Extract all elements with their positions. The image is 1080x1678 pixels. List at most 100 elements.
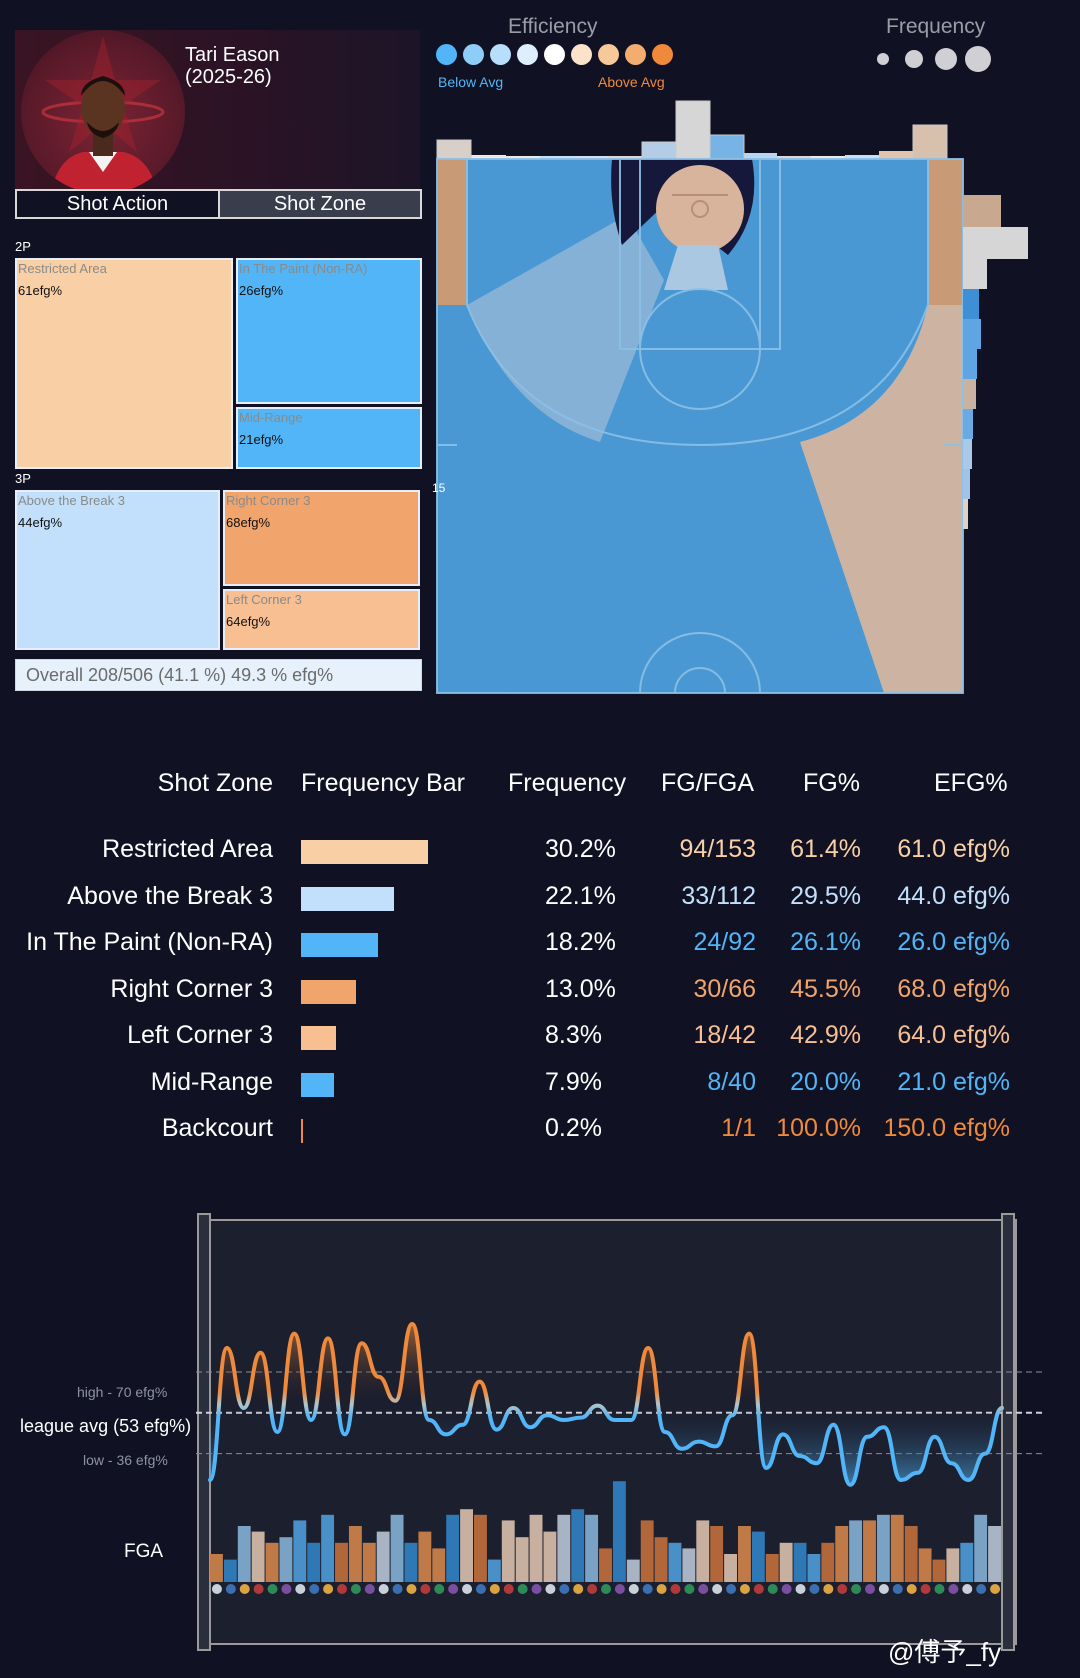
efficiency-dot bbox=[598, 44, 619, 65]
row-fg-pct: 42.9% bbox=[790, 1021, 861, 1049]
row-fg-pct: 29.5% bbox=[790, 881, 861, 910]
fga-bar bbox=[988, 1526, 1001, 1582]
row-fg-fga: 8/40 bbox=[707, 1067, 756, 1096]
tab-shot-action[interactable]: Shot Action bbox=[15, 189, 220, 219]
opponent-logo-row bbox=[211, 1584, 1001, 1594]
row-fg-fga: 24/92 bbox=[693, 928, 756, 956]
row-zone: Right Corner 3 bbox=[110, 974, 273, 1003]
opponent-logo bbox=[559, 1584, 570, 1594]
zone-right-wing bbox=[800, 305, 963, 693]
player-season: (2025-26) bbox=[185, 66, 272, 88]
fga-bar bbox=[682, 1548, 696, 1582]
group-label-2p: 2P bbox=[15, 239, 31, 254]
opponent-logo bbox=[211, 1584, 222, 1594]
opponent-logo bbox=[670, 1584, 681, 1594]
tile-restricted-area[interactable]: Restricted Area 61efg% bbox=[15, 258, 233, 469]
freq-dot-xlarge bbox=[965, 46, 991, 72]
opponent-logo bbox=[489, 1584, 500, 1594]
efg-area bbox=[210, 1324, 1002, 1485]
opponent-logo bbox=[517, 1584, 528, 1594]
opponent-logo bbox=[906, 1584, 917, 1594]
header-fg-fga: FG/FGA bbox=[661, 769, 755, 797]
row-efg: 44.0 efg% bbox=[897, 881, 1010, 910]
row-zone: Restricted Area bbox=[102, 835, 273, 863]
fga-bar bbox=[279, 1537, 293, 1582]
overall-summary-text: Overall 208/506 (41.1 %) 49.3 % efg% bbox=[26, 665, 334, 685]
tile-mid-range[interactable]: Mid-Range 21efg% bbox=[236, 407, 422, 469]
fga-bar bbox=[724, 1554, 737, 1582]
fga-bar bbox=[863, 1520, 876, 1582]
row-efg: 21.0 efg% bbox=[897, 1067, 1010, 1096]
fga-bar bbox=[932, 1559, 946, 1582]
opponent-logo bbox=[892, 1584, 903, 1594]
fga-bar bbox=[960, 1542, 974, 1582]
opponent-logo bbox=[990, 1584, 1001, 1594]
watermark: @傅予_fy bbox=[888, 1637, 1002, 1667]
tile-value: 21efg% bbox=[239, 432, 284, 447]
opponent-logo bbox=[878, 1584, 889, 1594]
zone-paint-light bbox=[664, 245, 728, 290]
opponent-logo bbox=[267, 1584, 278, 1594]
row-zone: In The Paint (Non-RA) bbox=[26, 928, 273, 956]
tile-name: Mid-Range bbox=[239, 410, 303, 425]
opponent-logo bbox=[462, 1584, 473, 1594]
fga-bar bbox=[599, 1548, 612, 1582]
tile-left-corner-3[interactable]: Left Corner 3 64efg% bbox=[223, 589, 420, 650]
overall-summary: Overall 208/506 (41.1 %) 49.3 % efg% bbox=[15, 659, 422, 691]
zone-mid-range-left bbox=[467, 215, 664, 442]
court-marker: 15 bbox=[432, 481, 446, 495]
top-frequency-histogram bbox=[436, 100, 948, 160]
tile-value: 61efg% bbox=[18, 283, 63, 298]
frequency-bar bbox=[301, 886, 394, 911]
fga-bar bbox=[654, 1537, 668, 1582]
tile-right-corner-3[interactable]: Right Corner 3 68efg% bbox=[223, 490, 420, 586]
fga-bar bbox=[348, 1526, 362, 1582]
row-zone: Backcourt bbox=[161, 1114, 273, 1142]
row-frequency: 7.9% bbox=[545, 1067, 602, 1096]
row-zone: Left Corner 3 bbox=[127, 1021, 273, 1049]
fga-bar bbox=[543, 1531, 557, 1582]
fga-bar bbox=[612, 1481, 626, 1582]
fga-bar bbox=[807, 1554, 821, 1582]
header-frequency-bar: Frequency Bar bbox=[301, 769, 465, 797]
opponent-logo bbox=[642, 1584, 653, 1594]
timeline-left-handle bbox=[197, 1213, 211, 1651]
efficiency-dot bbox=[463, 44, 484, 65]
fga-bar bbox=[821, 1542, 835, 1582]
tile-in-the-paint[interactable]: In The Paint (Non-RA) 26efg% bbox=[236, 258, 422, 404]
fga-bar bbox=[696, 1520, 710, 1582]
tile-value: 68efg% bbox=[226, 515, 271, 530]
fga-bar bbox=[432, 1548, 446, 1582]
fga-bar bbox=[307, 1542, 321, 1582]
row-fg-fga: 1/1 bbox=[721, 1114, 756, 1142]
fga-bar bbox=[571, 1509, 585, 1582]
opponent-logo bbox=[601, 1584, 611, 1594]
fga-bar bbox=[779, 1542, 793, 1582]
tile-above-the-break-3[interactable]: Above the Break 3 44efg% bbox=[15, 490, 220, 650]
shot-zone-court: 15 bbox=[432, 95, 1072, 695]
freq-dot-small bbox=[877, 53, 889, 65]
row-frequency: 22.1% bbox=[545, 881, 616, 910]
fga-bar bbox=[585, 1514, 599, 1582]
fga-bar bbox=[529, 1514, 543, 1582]
timeline-right-handle bbox=[1001, 1213, 1015, 1651]
fga-bar bbox=[765, 1554, 779, 1582]
fga-bar bbox=[876, 1514, 890, 1582]
row-efg: 68.0 efg% bbox=[897, 974, 1010, 1003]
tab-shot-zone[interactable]: Shot Zone bbox=[218, 189, 422, 219]
header-efg-pct: EFG% bbox=[934, 769, 1008, 797]
below-avg-label: Below Avg bbox=[438, 74, 504, 90]
tile-name: Left Corner 3 bbox=[226, 592, 302, 607]
fga-bar bbox=[640, 1520, 654, 1582]
fga-bar bbox=[265, 1542, 279, 1582]
fga-bar bbox=[668, 1542, 682, 1582]
opponent-logo bbox=[865, 1584, 875, 1594]
fga-bar bbox=[710, 1526, 724, 1582]
efficiency-dot bbox=[625, 44, 646, 65]
row-fg-pct: 26.1% bbox=[790, 928, 861, 956]
efficiency-legend bbox=[436, 44, 676, 68]
opponent-logo bbox=[753, 1584, 764, 1594]
fga-bar bbox=[237, 1526, 251, 1582]
opponent-logo bbox=[698, 1584, 709, 1594]
row-frequency: 0.2% bbox=[545, 1114, 602, 1142]
